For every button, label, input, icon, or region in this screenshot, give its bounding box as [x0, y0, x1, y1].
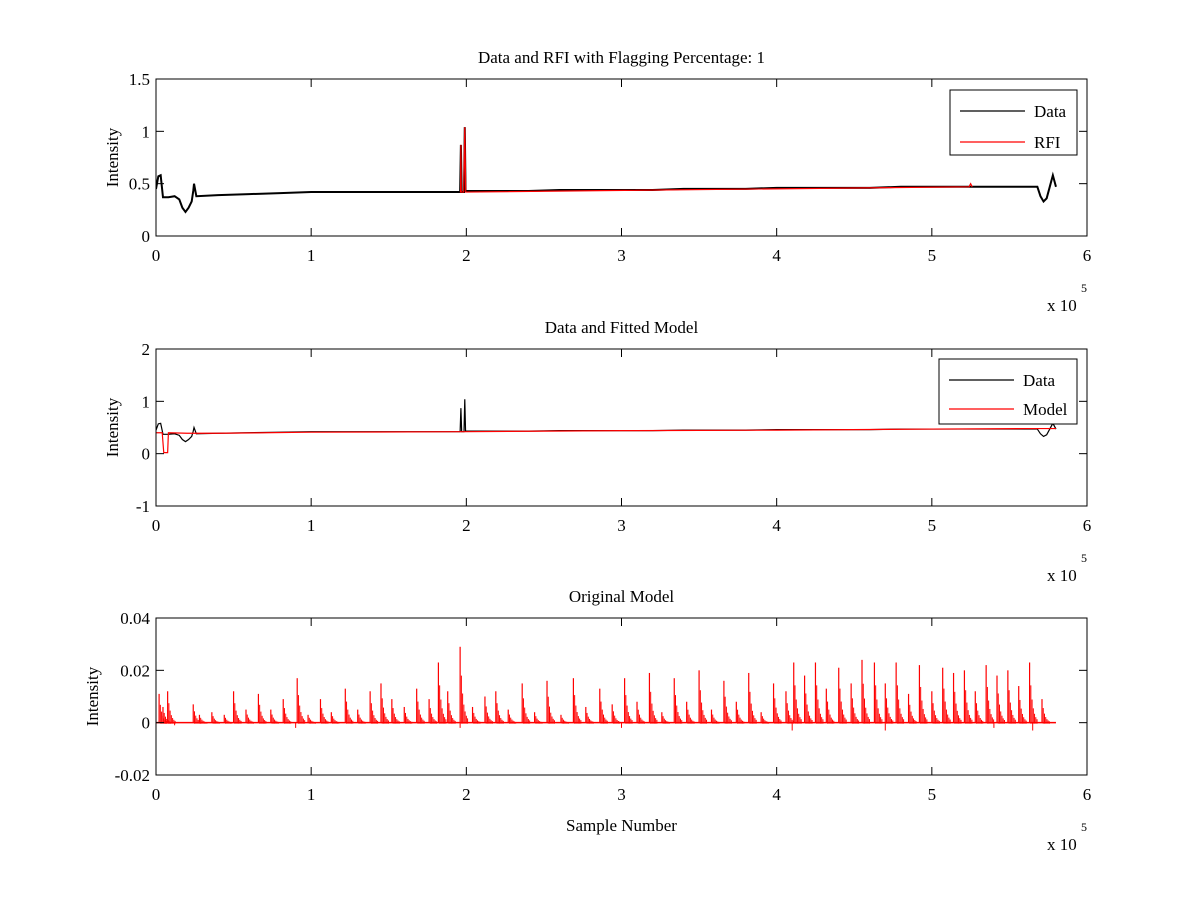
- legend-label-data: Data: [1034, 102, 1067, 121]
- x-tick-label: 5: [928, 516, 937, 535]
- x-tick-label: 0: [152, 785, 161, 804]
- x-tick-label: 3: [617, 516, 626, 535]
- x-exponent-label: x 10: [1047, 296, 1077, 315]
- subplot-1: Data and RFI with Flagging Percentage: 1…: [103, 48, 1091, 315]
- x-tick-label: 2: [462, 785, 471, 804]
- y-tick-label: 0: [142, 227, 151, 246]
- x-exponent-power: 5: [1081, 281, 1087, 295]
- plot-area: [156, 399, 1057, 454]
- legend-label-model: Model: [1023, 400, 1068, 419]
- x-exponent-label: x 10: [1047, 835, 1077, 854]
- y-tick-label: 0.02: [120, 661, 150, 680]
- legend: Data RFI: [949, 89, 1078, 156]
- x-tick-label: 2: [462, 516, 471, 535]
- plot-area: [156, 646, 1056, 731]
- subplot-title: Data and Fitted Model: [545, 318, 699, 337]
- x-axis-label: Sample Number: [566, 816, 677, 835]
- legend-label-data: Data: [1023, 371, 1056, 390]
- legend-box: [938, 358, 1078, 425]
- y-tick-label: -1: [136, 497, 150, 516]
- x-tick-label: 2: [462, 246, 471, 265]
- x-exponent-power: 5: [1081, 820, 1087, 834]
- y-tick-label: 1: [142, 122, 151, 141]
- x-tick-label: 4: [772, 246, 781, 265]
- x-tick-label: 6: [1083, 516, 1092, 535]
- x-tick-label: 5: [928, 785, 937, 804]
- x-tick-label: 6: [1083, 246, 1092, 265]
- y-tick-label: 0.5: [129, 175, 150, 194]
- x-tick-label: 1: [307, 785, 316, 804]
- series-rfi-line: [459, 127, 973, 193]
- y-tick-label: 0: [142, 714, 151, 733]
- plot-area: [156, 127, 1057, 214]
- axes-frame: [155, 617, 1088, 776]
- x-tick-label: 5: [928, 246, 937, 265]
- x-exponent-power: 5: [1081, 551, 1087, 565]
- legend-box: [949, 89, 1078, 156]
- y-axis-label: Intensity: [103, 127, 122, 187]
- series-model-line: [156, 427, 1056, 454]
- x-tick-label: 1: [307, 246, 316, 265]
- y-axis-label: Intensity: [103, 397, 122, 457]
- x-tick-label: 1: [307, 516, 316, 535]
- x-tick-label: 0: [152, 516, 161, 535]
- y-tick-label: 1.5: [129, 70, 150, 89]
- subplot-title: Original Model: [569, 587, 675, 606]
- x-tick-label: 0: [152, 246, 161, 265]
- y-axis-label: Intensity: [83, 666, 102, 726]
- subplot-title: Data and RFI with Flagging Percentage: 1: [478, 48, 765, 67]
- y-tick-label: 2: [142, 340, 151, 359]
- series-data-line: [156, 127, 1057, 214]
- axes-frame: [155, 78, 1088, 237]
- x-tick-label: 6: [1083, 785, 1092, 804]
- y-tick-label: 0.04: [120, 609, 150, 628]
- legend: Data Model: [938, 358, 1078, 425]
- y-tick-label: 1: [142, 392, 151, 411]
- x-tick-label: 4: [772, 785, 781, 804]
- series-data-line: [156, 399, 1057, 443]
- x-tick-label: 3: [617, 246, 626, 265]
- x-tick-label: 3: [617, 785, 626, 804]
- legend-label-rfi: RFI: [1034, 133, 1061, 152]
- x-exponent-label: x 10: [1047, 566, 1077, 585]
- x-tick-label: 4: [772, 516, 781, 535]
- y-tick-label: 0: [142, 445, 151, 464]
- y-tick-label: -0.02: [115, 766, 150, 785]
